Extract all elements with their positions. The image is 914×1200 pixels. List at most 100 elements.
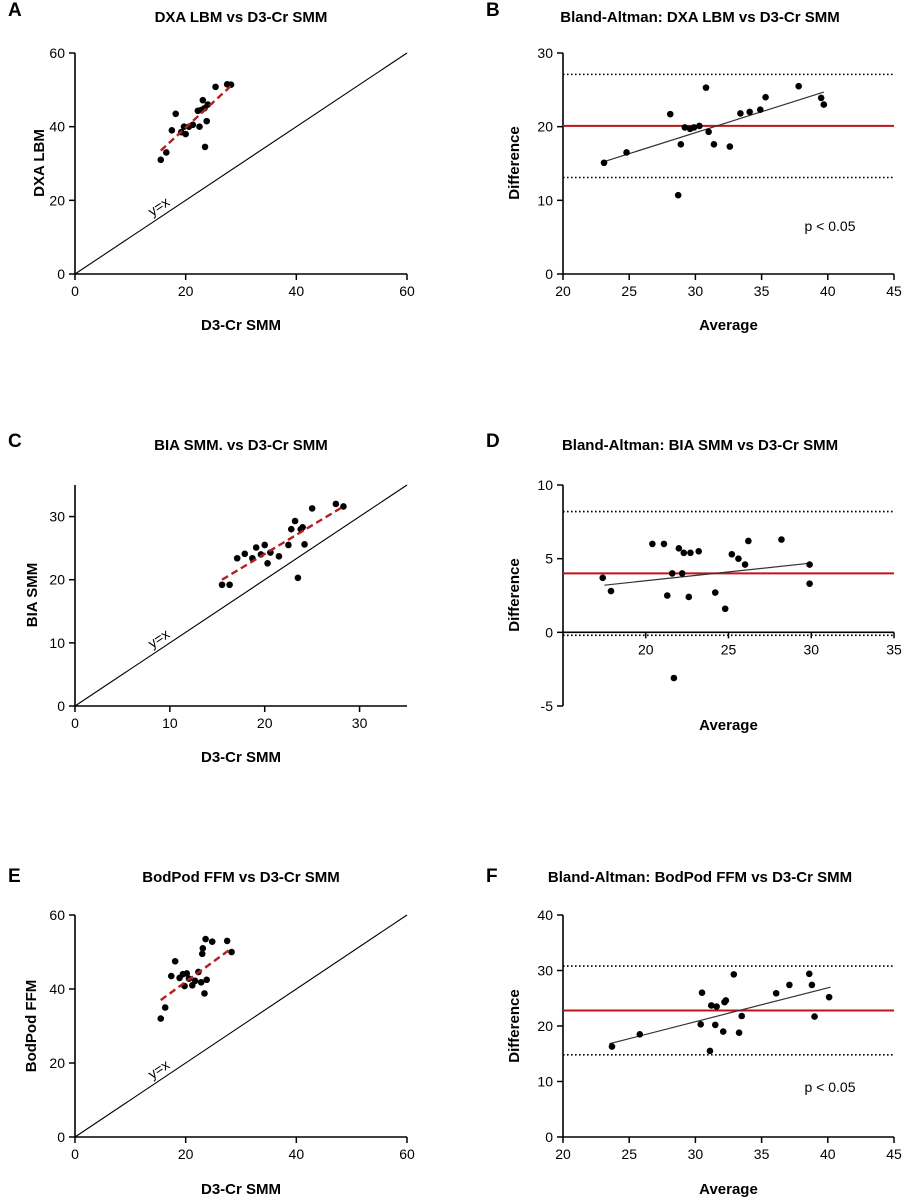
data-point — [599, 574, 607, 582]
data-point — [697, 1021, 704, 1028]
data-point — [702, 84, 710, 91]
p-value-annotation: p < 0.05 — [805, 218, 856, 234]
data-point — [199, 96, 207, 104]
data-point — [203, 117, 210, 125]
y-tick-label: 20 — [537, 1018, 553, 1034]
identity-line — [74, 484, 408, 707]
identity-line-label: y=x — [145, 194, 172, 220]
x-tick-label: 20 — [257, 715, 273, 731]
regression-line — [160, 947, 233, 1002]
y-axis-label: DXA LBM — [31, 129, 48, 197]
data-point — [261, 541, 269, 549]
data-point — [607, 587, 615, 595]
data-point — [202, 935, 209, 943]
data-point — [741, 561, 749, 568]
y-tick-label: 60 — [49, 45, 65, 61]
data-point — [228, 948, 235, 956]
x-axis-label: Average — [699, 1181, 758, 1198]
data-point — [191, 977, 199, 985]
x-tick-label: 35 — [754, 283, 770, 299]
data-point — [680, 549, 688, 557]
x-tick-label: 20 — [178, 1146, 194, 1162]
data-point — [623, 149, 630, 156]
x-axis-label: D3-Cr SMM — [201, 749, 281, 766]
data-point — [805, 970, 813, 978]
x-axis-label: D3-Cr SMM — [201, 317, 281, 334]
x-tick-label: 0 — [71, 1146, 79, 1162]
data-point — [745, 537, 752, 545]
data-point — [666, 110, 674, 118]
data-point — [719, 1028, 727, 1035]
x-tick-label: 0 — [71, 283, 79, 299]
data-point — [668, 570, 676, 577]
chart-title: BIA SMM. vs D3-Cr SMM — [154, 437, 328, 454]
chart-title: Bland-Altman: BodPod FFM vs D3-Cr SMM — [548, 869, 852, 886]
y-tick-label: 60 — [49, 907, 65, 923]
chart-panel-f: F Bland-Altman: BodPod FFM vs D3-Cr SMM 20… — [486, 866, 902, 1198]
x-tick-label: 0 — [71, 715, 79, 731]
data-point — [171, 957, 179, 965]
chart-panel-e: E BodPod FFM vs D3-Cr SMM 0 20 40 60 0 20 40 60 D3… — [8, 866, 415, 1198]
data-point — [706, 1047, 714, 1055]
data-point — [811, 1013, 818, 1020]
data-point — [675, 545, 683, 552]
data-point — [737, 110, 744, 117]
data-point — [275, 553, 283, 560]
data-point — [287, 525, 295, 533]
x-tick-label: 10 — [162, 715, 178, 731]
identity-line-label: y=x — [145, 626, 172, 652]
data-point — [157, 1015, 165, 1022]
data-point — [233, 554, 241, 562]
x-tick-label: 25 — [721, 641, 737, 657]
data-point — [698, 989, 706, 996]
data-point — [636, 1031, 644, 1038]
data-point — [198, 950, 206, 958]
x-tick-label: 60 — [399, 283, 415, 299]
data-point — [806, 580, 813, 588]
data-point — [726, 143, 734, 150]
data-point — [722, 997, 730, 1004]
x-axis-label: Average — [699, 317, 758, 334]
x-tick-label: 35 — [754, 1146, 770, 1162]
x-tick-label: 40 — [820, 283, 836, 299]
identity-line — [74, 52, 408, 275]
x-tick-label: 25 — [621, 1146, 637, 1162]
data-point — [608, 1043, 616, 1050]
y-tick-label: 0 — [57, 1129, 65, 1145]
data-point — [299, 524, 306, 531]
data-point — [730, 971, 738, 978]
data-point — [189, 121, 197, 129]
data-point — [690, 124, 698, 131]
data-point — [795, 82, 802, 90]
data-point — [301, 541, 308, 548]
data-point — [772, 989, 780, 997]
data-point — [291, 517, 299, 525]
data-point — [660, 540, 668, 548]
chart-title: Bland-Altman: DXA LBM vs D3-Cr SMM — [560, 9, 839, 26]
data-point — [212, 83, 219, 91]
data-point — [705, 128, 712, 136]
y-tick-label: 20 — [537, 119, 553, 135]
data-point — [332, 500, 340, 508]
data-point — [713, 1003, 720, 1010]
y-tick-label: 20 — [49, 192, 65, 208]
data-point — [756, 106, 764, 114]
y-axis-label: Difference — [506, 126, 523, 199]
data-point — [204, 101, 212, 108]
chart-panel-b: B Bland-Altman: DXA LBM vs D3-Cr SMM 20 25 3… — [486, 0, 902, 334]
chart-panel-c: C BIA SMM. vs D3-Cr SMM 0 10 20 30 0 10 20 30 D3-C… — [8, 431, 408, 766]
y-tick-label: 30 — [537, 45, 553, 61]
data-point — [735, 555, 742, 562]
chart-title: DXA LBM vs D3-Cr SMM — [155, 9, 328, 26]
y-tick-label: 10 — [537, 477, 553, 493]
trend-line — [609, 986, 831, 1045]
y-axis-label: BIA SMM — [24, 563, 41, 627]
x-tick-label: 45 — [886, 1146, 902, 1162]
data-point — [201, 143, 209, 151]
x-tick-label: 30 — [688, 283, 704, 299]
x-tick-label: 35 — [886, 641, 902, 657]
data-point — [197, 979, 205, 986]
data-point — [786, 981, 793, 989]
panel-letter: B — [486, 0, 500, 21]
regression-line — [221, 505, 345, 581]
